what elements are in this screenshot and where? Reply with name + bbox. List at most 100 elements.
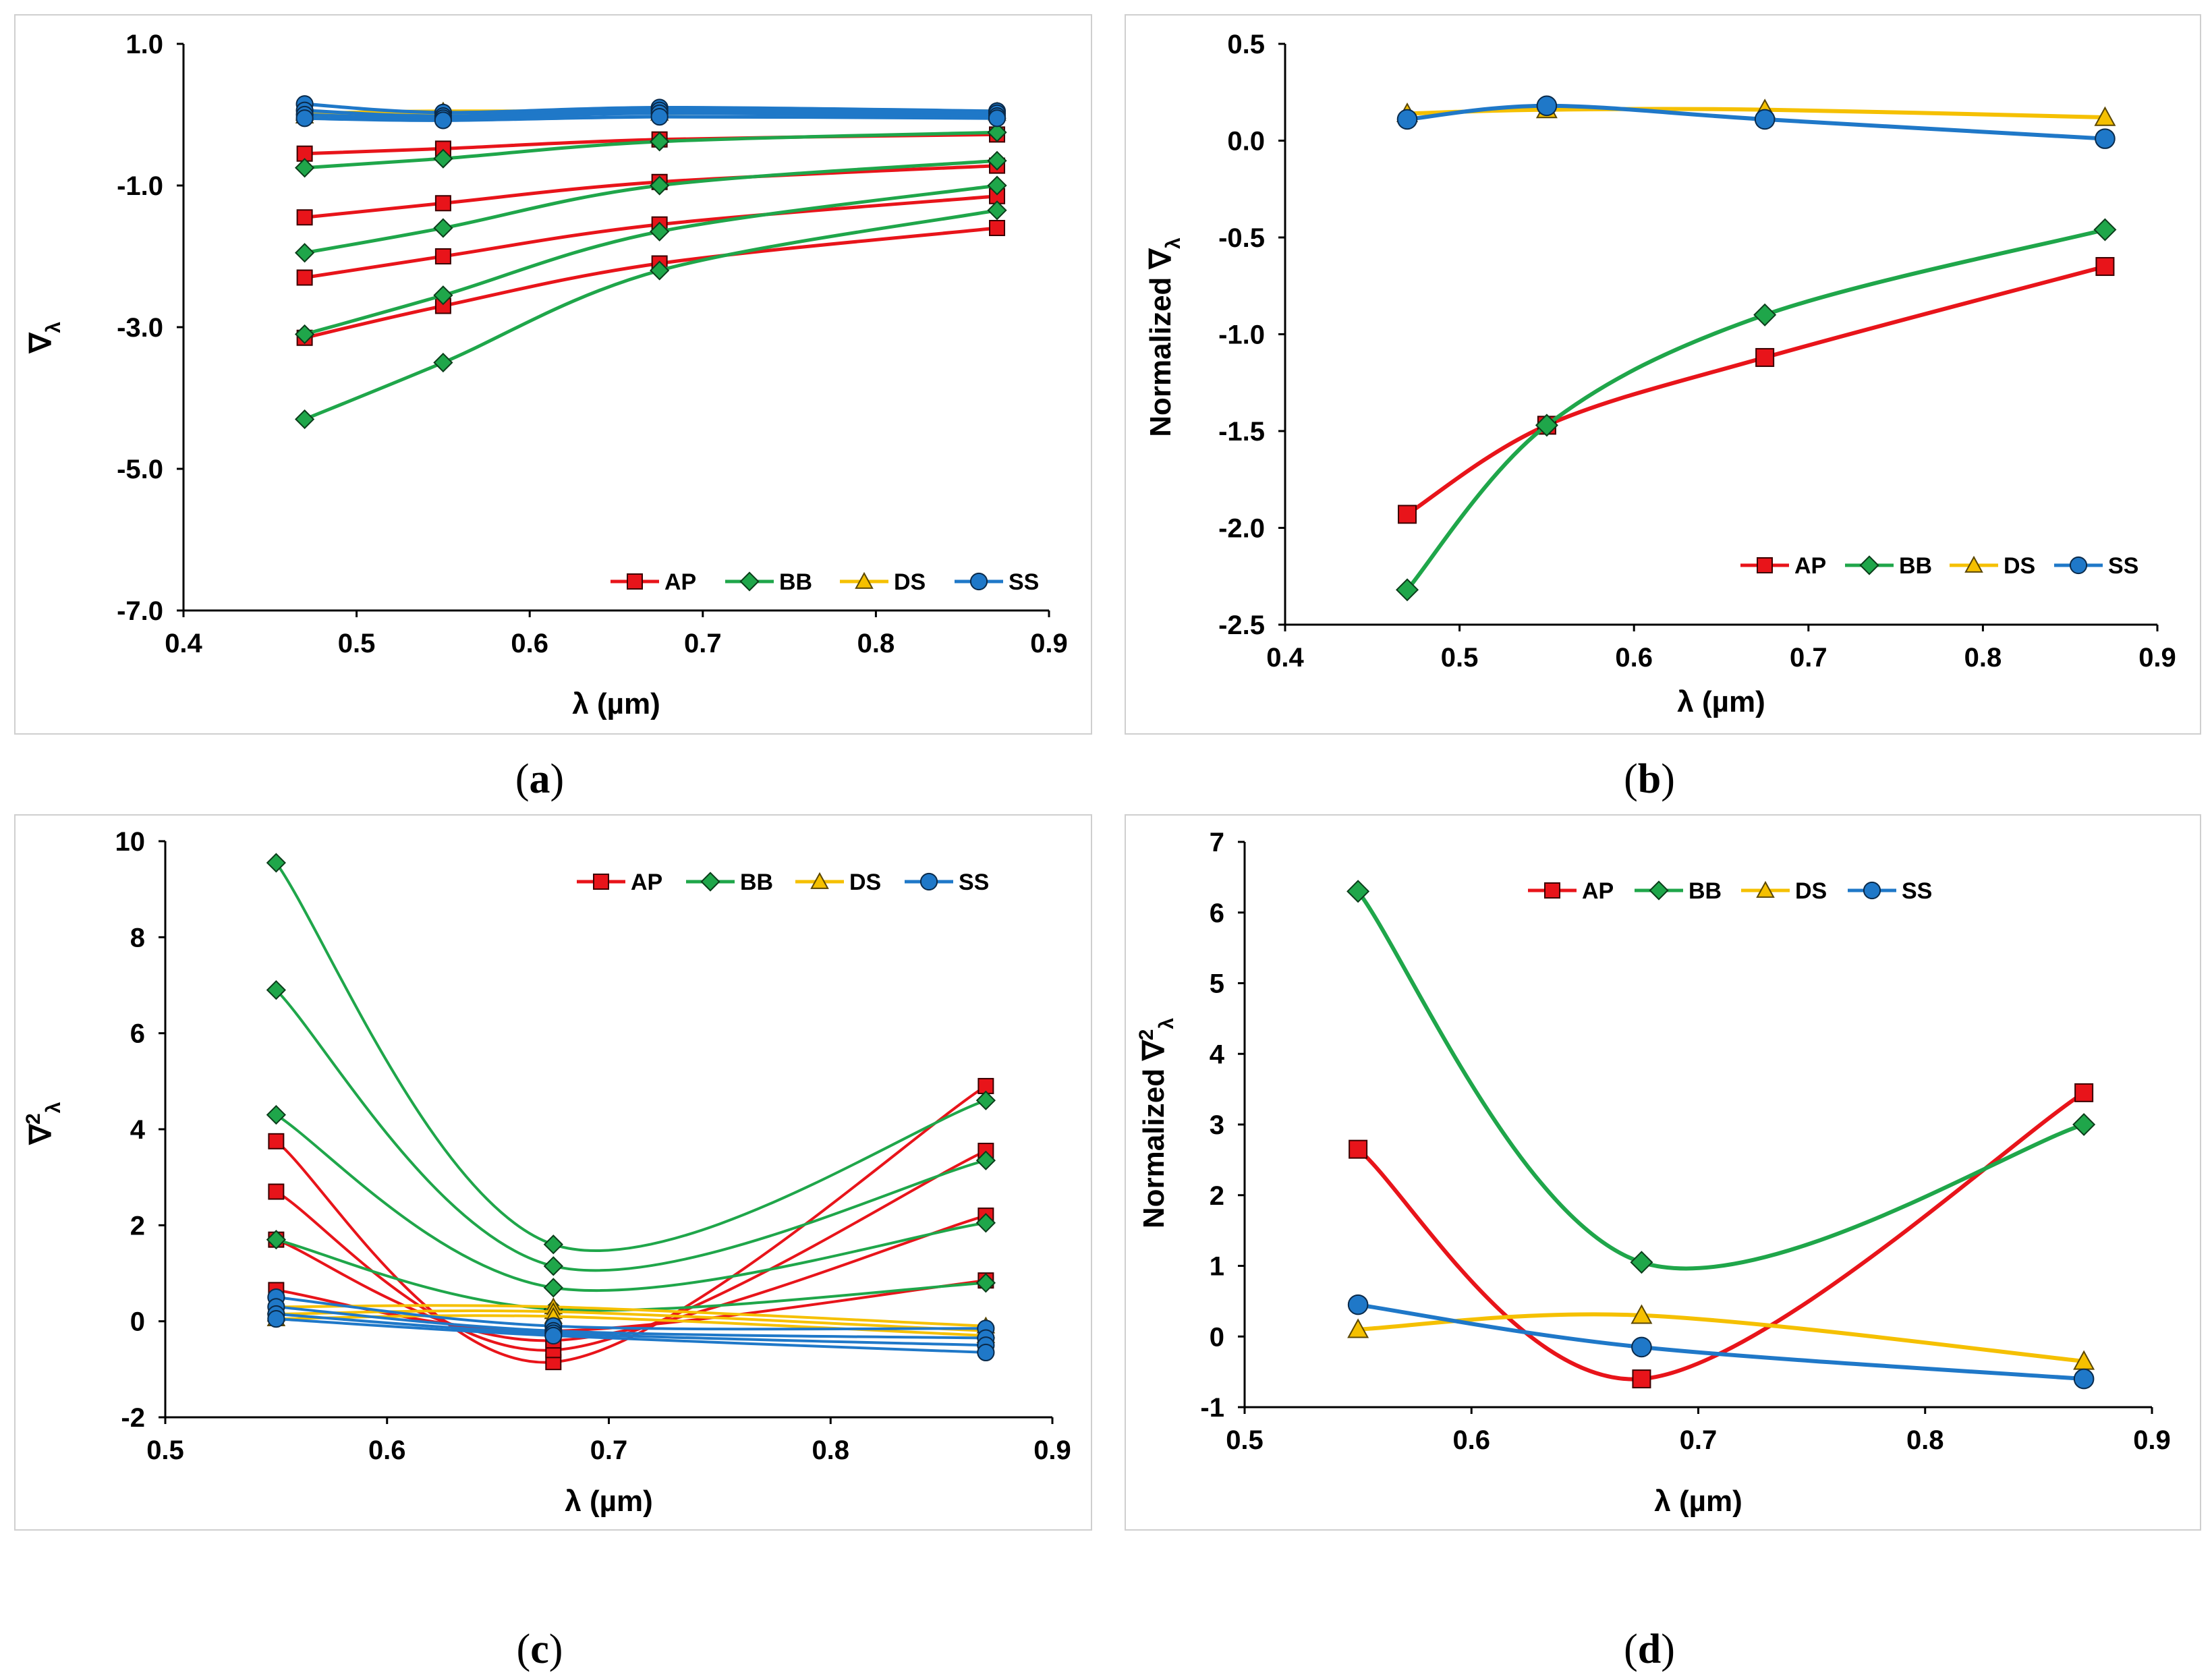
data-point-bb [987, 200, 1007, 221]
series-line-ss [303, 111, 999, 120]
chart-b: 0.5 0.0 -0.5 -1.0 -1.5 -2.0 -2.50.4 0.5 0.6 0.7 0.… [1144, 30, 2176, 718]
data-point-ap [2095, 257, 2115, 277]
data-point-bb [266, 1230, 286, 1250]
caption-b: (b) [1624, 756, 1675, 802]
legend-label-ap: AP [1582, 878, 1614, 904]
panel-d-frame [1125, 814, 2201, 1531]
data-point-ss [295, 109, 314, 127]
data-point-ss [2095, 128, 2116, 149]
legend-marker-bb [700, 872, 720, 892]
series-line-ss [303, 109, 999, 118]
series-line-bb [303, 208, 999, 421]
panel-c-frame [14, 814, 1092, 1531]
x-tick-label: 0.8 [1906, 1425, 1944, 1455]
series-line-ds [1356, 1312, 2087, 1363]
x-tick-label: 0.4 [1266, 643, 1304, 673]
data-point-ss [650, 108, 669, 126]
data-point-bb [1346, 880, 1370, 903]
chart-a: 1.0 -1.0 -3.0 -5.0 -7.00.4 0.5 0.6 0.7 0.8 0.9 λ (… [24, 30, 1068, 720]
data-point-bb [295, 243, 315, 263]
series-line-ss [275, 1312, 988, 1347]
series-line-ss [275, 1317, 988, 1354]
y-tick-label: -7.0 [117, 596, 163, 626]
series-line-ss [1356, 1303, 2087, 1382]
data-point-bb [543, 1256, 563, 1276]
x-tick-label: 0.5 [1441, 643, 1479, 673]
legend-marker-bb [1649, 880, 1669, 901]
data-point-ds [1630, 1304, 1653, 1324]
y-tick-label: -2 [121, 1403, 145, 1433]
data-point-ap [1349, 1139, 1368, 1159]
y-tick-label: 2 [130, 1211, 145, 1241]
data-point-ds [2094, 106, 2116, 126]
y-tick-label: 2 [1210, 1181, 1224, 1211]
legend-marker-ds [1964, 555, 1983, 573]
data-point-bb [975, 1273, 996, 1293]
data-point-bb [1535, 414, 1558, 437]
data-point-bb [987, 122, 1007, 142]
data-point-bb [975, 1213, 996, 1233]
x-tick-label: 0.9 [2138, 643, 2176, 673]
series-line-ap [303, 164, 999, 219]
series-line-ap [1405, 264, 2107, 517]
legend-marker-ss [969, 572, 988, 591]
series-line-bb [275, 1238, 988, 1312]
data-point-bb [650, 132, 670, 152]
data-point-bb [543, 1234, 563, 1255]
legend-marker-ss [1863, 881, 1881, 900]
x-tick-label: 0.6 [368, 1436, 406, 1465]
caption-a: (a) [515, 756, 564, 802]
legend-marker-ds [855, 571, 874, 589]
data-point-ss [1347, 1294, 1369, 1315]
data-point-ss [1536, 95, 1558, 117]
legend-label-ap: AP [664, 569, 696, 595]
x-tick-label: 0.5 [338, 629, 376, 658]
y-tick-label: 3 [1210, 1110, 1224, 1140]
x-tick-label: 0.9 [1033, 1436, 1071, 1465]
y-axis-label: Normalized ∇λ [1144, 237, 1185, 437]
y-tick-label: 10 [115, 827, 146, 857]
series-line-ap [303, 132, 999, 156]
data-point-bb [1753, 303, 1777, 326]
y-tick-label: -0.5 [1218, 223, 1265, 253]
series-line-ap [275, 1084, 988, 1364]
series-line-ap [1356, 1090, 2087, 1382]
y-tick-label: 1.0 [125, 30, 163, 59]
legend-marker-ap [1544, 882, 1560, 899]
data-point-bb [975, 1090, 996, 1110]
data-point-ap [1632, 1369, 1651, 1389]
y-tick-label: -5.0 [117, 455, 163, 484]
data-point-bb [650, 221, 670, 241]
y-tick-label: -1.0 [117, 171, 163, 201]
data-point-bb [433, 285, 453, 306]
legend-label-ss: SS [959, 870, 989, 895]
data-point-bb [295, 409, 315, 430]
y-axis-label: ∇λ [24, 322, 65, 354]
chart-c: 10 8 6 4 2 0 -20.5 0.6 0.7 0.8 0.9 λ (µm) ∇2λ AP BB DS S… [22, 827, 1071, 1518]
x-tick-label: 0.9 [2133, 1425, 2171, 1455]
data-point-ss [267, 1310, 285, 1328]
y-tick-label: -3.0 [117, 313, 163, 343]
y-tick-label: 1 [1210, 1252, 1224, 1282]
legend-marker-ap [593, 874, 609, 890]
panel-a-frame [14, 14, 1092, 735]
data-point-ap [2074, 1083, 2094, 1102]
y-axis-label: Normalized ∇2λ [1135, 1018, 1178, 1229]
data-point-bb [975, 1150, 996, 1170]
y-tick-label: 6 [130, 1019, 145, 1049]
legend-label-bb: BB [740, 870, 773, 895]
data-point-bb [987, 175, 1007, 196]
data-point-bb [433, 218, 453, 238]
legend-label-ds: DS [2004, 553, 2035, 579]
x-tick-label: 0.6 [511, 629, 548, 658]
legend-marker-ds [810, 872, 829, 889]
legend-marker-bb [1859, 555, 1879, 575]
series-line-ap [275, 1149, 988, 1352]
legend-label-ds: DS [849, 870, 881, 895]
legend-label-ss: SS [1009, 569, 1039, 595]
chart-d: 7 6 5 4 3 2 1 0 -10.5 0.6 0.7 0.8 0.9 λ (µm) Normalize… [1135, 828, 2171, 1518]
data-point-ss [1754, 109, 1776, 130]
x-tick-label: 0.8 [812, 1436, 849, 1465]
y-tick-label: 6 [1210, 899, 1224, 928]
